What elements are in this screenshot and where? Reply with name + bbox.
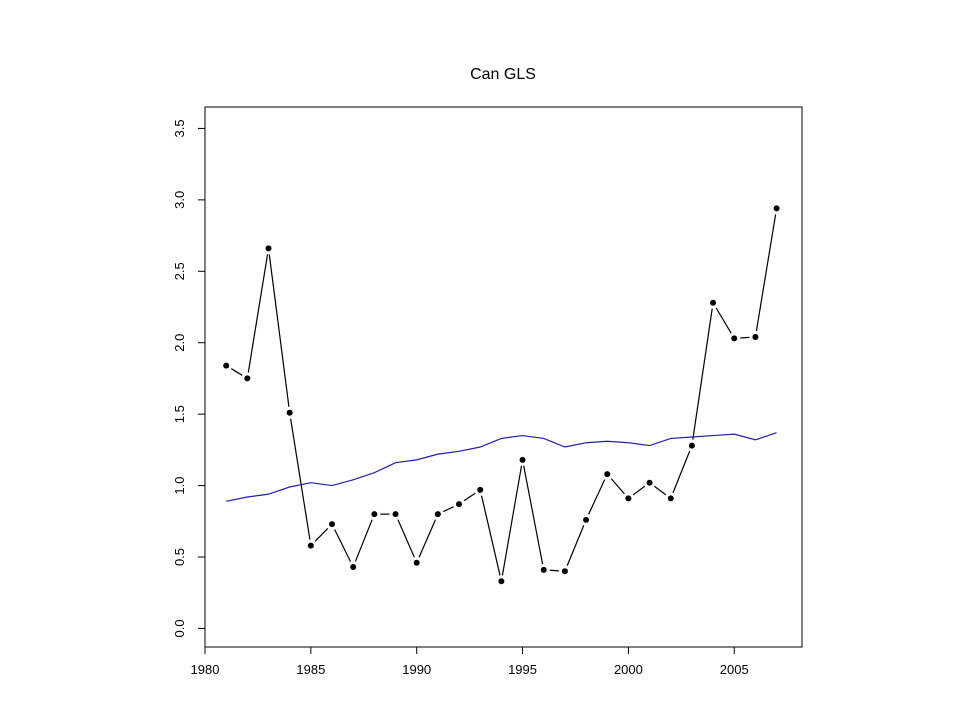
- data-line-segment: [632, 485, 646, 496]
- data-point: [223, 362, 230, 369]
- data-point: [667, 495, 674, 502]
- data-line-segment: [397, 519, 415, 558]
- data-line-segment: [610, 478, 625, 495]
- data-line-segment: [354, 519, 373, 562]
- trend-line: [226, 432, 777, 502]
- data-line-segment: [566, 525, 585, 566]
- data-point: [604, 471, 611, 478]
- data-line-segment: [523, 465, 544, 565]
- data-point: [625, 495, 632, 502]
- data-point: [561, 568, 568, 575]
- data-line-segment: [230, 368, 243, 376]
- data-line-segment: [463, 492, 476, 502]
- x-tick-label: 1985: [296, 662, 325, 677]
- data-point: [646, 479, 653, 486]
- data-point: [773, 205, 780, 212]
- x-tick-label: 1980: [191, 662, 220, 677]
- data-line-segment: [654, 485, 667, 496]
- y-tick-label: 2.0: [172, 334, 187, 352]
- data-line-segment: [247, 254, 269, 373]
- data-point: [244, 375, 251, 382]
- data-line-segment: [740, 336, 750, 339]
- data-line-segment: [268, 254, 290, 407]
- data-line-segment: [549, 569, 559, 572]
- data-line-segment: [715, 307, 732, 334]
- data-line-segment: [314, 527, 329, 542]
- y-tick-label: 3.0: [172, 191, 187, 209]
- data-line-segment: [480, 495, 501, 576]
- series-layer: [223, 205, 780, 585]
- data-point: [540, 566, 547, 573]
- data-line-segment: [418, 519, 437, 558]
- data-line-segment: [588, 479, 606, 515]
- x-tick-label: 2005: [720, 662, 749, 677]
- data-point: [477, 486, 484, 493]
- data-point: [434, 511, 441, 518]
- data-point: [710, 299, 717, 306]
- y-tick-label: 0.0: [172, 619, 187, 637]
- data-point: [456, 501, 463, 508]
- data-point: [392, 511, 399, 518]
- data-point: [265, 245, 272, 252]
- y-tick-label: 3.5: [172, 119, 187, 137]
- data-line-segment: [755, 214, 777, 332]
- data-line-segment: [672, 450, 691, 494]
- chart-title: Can GLS: [470, 66, 536, 83]
- x-tick-label: 1995: [508, 662, 537, 677]
- y-tick-label: 1.5: [172, 405, 187, 423]
- data-point: [371, 511, 378, 518]
- data-point: [413, 559, 420, 566]
- data-point: [752, 334, 759, 340]
- data-point: [731, 335, 738, 342]
- x-axis: 1980 1985 1990 1995 2000 2005: [191, 646, 749, 677]
- data-point: [286, 409, 293, 416]
- data-point: [688, 442, 695, 449]
- data-line-segment: [334, 529, 352, 562]
- x-tick-label: 2000: [614, 662, 643, 677]
- data-line-segment: [443, 506, 454, 513]
- y-tick-label: 1.0: [172, 477, 187, 495]
- y-axis: 0.0 0.5 1.0 1.5 2.0 2.5 3.0 3.5: [172, 119, 206, 637]
- data-line-segment: [290, 418, 311, 540]
- x-tick-label: 1990: [402, 662, 431, 677]
- data-point: [307, 542, 314, 549]
- y-tick-label: 2.5: [172, 262, 187, 280]
- data-line-segment: [692, 308, 713, 440]
- data-point: [329, 521, 336, 528]
- data-line-segment: [501, 465, 523, 576]
- data-point: [350, 564, 357, 570]
- data-point: [583, 516, 590, 523]
- data-point: [519, 456, 526, 463]
- y-tick-label: 0.5: [172, 548, 187, 566]
- data-point: [498, 578, 505, 585]
